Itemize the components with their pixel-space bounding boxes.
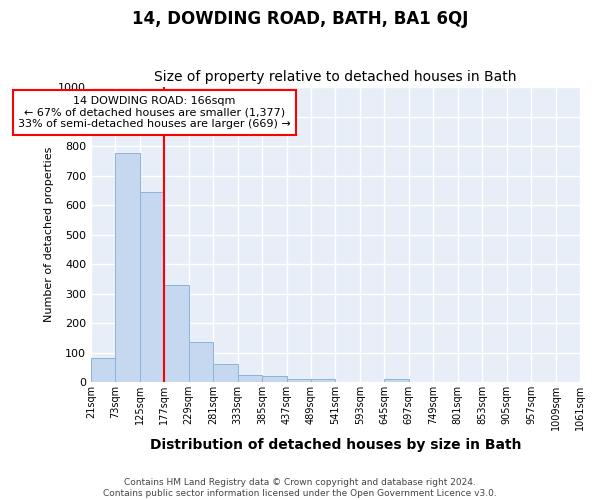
Text: 14 DOWDING ROAD: 166sqm
← 67% of detached houses are smaller (1,377)
33% of semi: 14 DOWDING ROAD: 166sqm ← 67% of detache… — [18, 96, 291, 129]
Bar — [91, 358, 115, 382]
Bar — [213, 364, 238, 382]
Text: Contains HM Land Registry data © Crown copyright and database right 2024.
Contai: Contains HM Land Registry data © Crown c… — [103, 478, 497, 498]
Bar — [189, 342, 213, 382]
Bar — [262, 376, 287, 382]
Bar — [238, 375, 262, 382]
Bar — [164, 285, 189, 382]
X-axis label: Distribution of detached houses by size in Bath: Distribution of detached houses by size … — [150, 438, 521, 452]
Bar — [140, 192, 164, 382]
Bar — [385, 379, 409, 382]
Bar — [115, 154, 140, 382]
Y-axis label: Number of detached properties: Number of detached properties — [44, 147, 54, 322]
Text: 14, DOWDING ROAD, BATH, BA1 6QJ: 14, DOWDING ROAD, BATH, BA1 6QJ — [132, 10, 468, 28]
Bar — [311, 379, 335, 382]
Bar — [287, 378, 311, 382]
Title: Size of property relative to detached houses in Bath: Size of property relative to detached ho… — [154, 70, 517, 85]
